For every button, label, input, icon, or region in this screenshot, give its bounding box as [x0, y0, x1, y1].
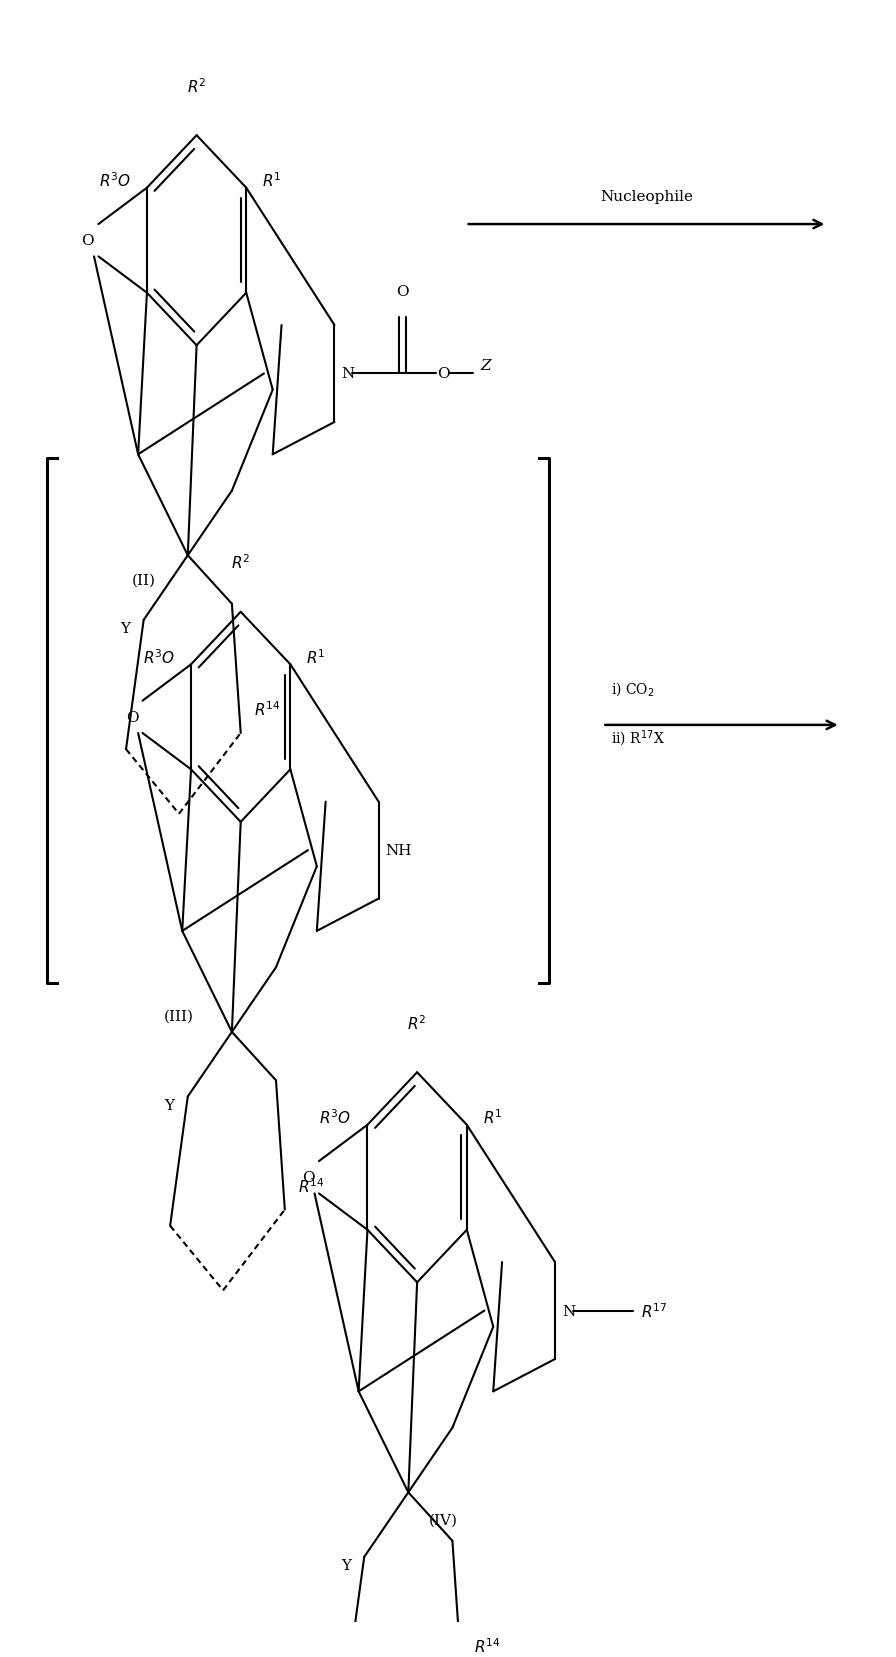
Text: $R^{14}$: $R^{14}$ [475, 1637, 501, 1655]
Text: N: N [562, 1304, 575, 1317]
Text: Nucleophile: Nucleophile [600, 191, 693, 204]
Text: O: O [82, 234, 94, 249]
Text: $R^{14}$: $R^{14}$ [298, 1176, 324, 1195]
Text: $R^2$: $R^2$ [231, 553, 250, 572]
Text: (II): (II) [132, 573, 156, 587]
Text: $R^2$: $R^2$ [408, 1014, 426, 1032]
Text: (IV): (IV) [429, 1513, 458, 1526]
Text: NH: NH [385, 843, 412, 858]
Text: $R^3O$: $R^3O$ [142, 648, 176, 666]
Text: O: O [436, 368, 449, 381]
Text: O: O [396, 285, 409, 298]
Text: O: O [125, 711, 138, 724]
Text: $R^{14}$: $R^{14}$ [254, 699, 280, 719]
Text: $R^1$: $R^1$ [483, 1107, 502, 1127]
Text: $R^2$: $R^2$ [187, 78, 206, 96]
Text: O: O [302, 1170, 314, 1185]
Text: Y: Y [120, 621, 131, 636]
Text: Z: Z [480, 360, 491, 373]
Text: Y: Y [165, 1099, 175, 1112]
Text: $R^{17}$: $R^{17}$ [642, 1301, 668, 1321]
Text: Y: Y [341, 1558, 351, 1572]
Text: $R^3O$: $R^3O$ [319, 1107, 351, 1127]
Text: $R^1$: $R^1$ [263, 171, 281, 191]
Text: ii) R$^{17}$X: ii) R$^{17}$X [611, 729, 665, 749]
Text: i) CO$_2$: i) CO$_2$ [611, 681, 655, 698]
Text: N: N [341, 368, 355, 381]
Text: (III): (III) [164, 1009, 194, 1022]
Text: $R^3O$: $R^3O$ [99, 171, 131, 191]
Text: $R^1$: $R^1$ [306, 648, 326, 666]
